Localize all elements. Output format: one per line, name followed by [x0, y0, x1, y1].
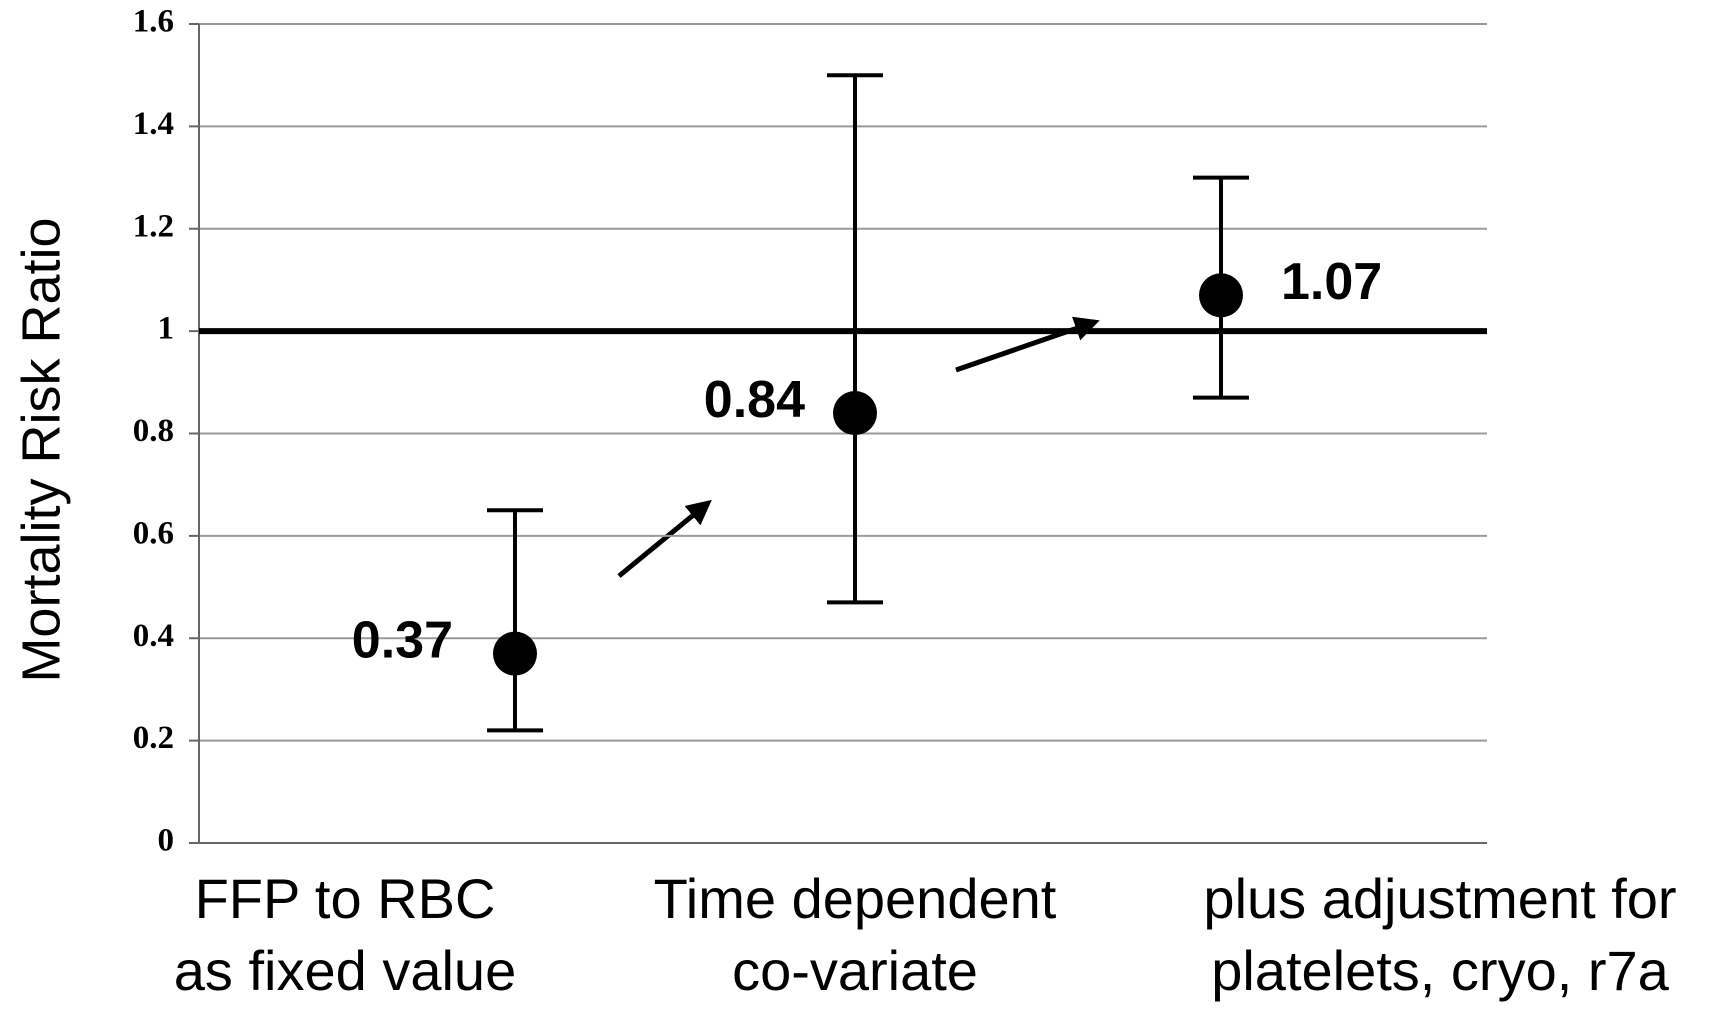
y-tick-label: 1	[158, 311, 175, 347]
x-tick-label: platelets, cryo, r7a	[1211, 939, 1669, 1002]
point	[493, 631, 537, 676]
y-tick-label: 1.4	[133, 106, 174, 142]
y-tick-label: 1.2	[133, 208, 174, 244]
point	[1199, 273, 1243, 318]
y-tick-label: 0	[158, 823, 175, 859]
y-tick-label: 1.6	[133, 4, 174, 40]
x-tick-label: as fixed value	[174, 939, 516, 1002]
value-label: 1.07	[1281, 253, 1382, 311]
value-label: 0.37	[352, 611, 453, 669]
y-axis-label: Mortality Risk Ratio	[11, 217, 71, 682]
y-tick-label: 0.8	[133, 413, 174, 449]
point	[833, 391, 877, 436]
x-tick-label: FFP to RBC	[195, 867, 496, 930]
x-tick-label: plus adjustment for	[1203, 867, 1676, 930]
x-tick-label: co-variate	[732, 939, 978, 1002]
y-tick-label: 0.6	[133, 515, 174, 551]
x-tick-label: Time dependent	[654, 867, 1057, 930]
y-tick-label: 0.2	[133, 720, 174, 756]
arrow	[617, 499, 712, 578]
value-label: 0.84	[704, 371, 805, 429]
y-tick-label: 0.4	[133, 618, 174, 654]
